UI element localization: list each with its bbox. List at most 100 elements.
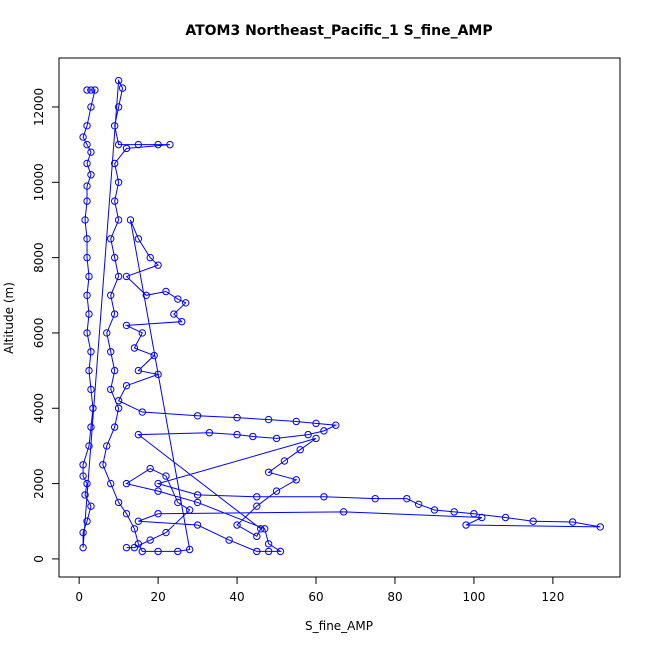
point <box>79 133 87 141</box>
point <box>146 464 154 473</box>
point <box>83 182 91 190</box>
x-tick-label: 0 <box>75 590 83 604</box>
point <box>264 415 273 424</box>
point <box>87 171 95 179</box>
point <box>83 253 91 262</box>
x-tick-label: 20 <box>150 590 165 604</box>
point <box>193 491 202 499</box>
point <box>272 434 281 443</box>
point <box>79 528 87 537</box>
point <box>296 445 304 454</box>
point <box>257 525 265 533</box>
point <box>312 419 320 428</box>
point <box>174 547 182 556</box>
point <box>81 216 89 224</box>
x-tick-label: 80 <box>387 590 402 604</box>
point <box>138 408 147 416</box>
point <box>292 476 300 484</box>
point <box>87 423 95 431</box>
point <box>83 197 91 205</box>
point <box>138 329 147 337</box>
point <box>142 291 150 299</box>
point <box>276 547 285 556</box>
point <box>114 76 123 85</box>
point <box>114 140 123 149</box>
point <box>107 479 115 488</box>
point <box>122 321 131 330</box>
point <box>103 442 111 450</box>
point <box>253 547 261 556</box>
point <box>185 506 194 514</box>
point <box>185 545 194 554</box>
point <box>134 540 143 548</box>
point <box>114 397 123 405</box>
point <box>225 536 233 544</box>
point <box>193 498 202 507</box>
point <box>280 457 289 465</box>
point <box>596 523 604 531</box>
y-tick-label: 6000 <box>32 318 46 349</box>
point <box>87 86 95 94</box>
point <box>122 543 131 552</box>
point <box>272 487 281 495</box>
point <box>79 543 87 552</box>
y-tick-label: 12000 <box>32 88 46 126</box>
point <box>166 140 174 149</box>
point <box>134 517 143 525</box>
point <box>114 103 123 111</box>
point <box>83 140 91 149</box>
point <box>83 479 91 488</box>
x-tick-label: 120 <box>541 590 564 604</box>
point <box>253 502 261 510</box>
point <box>110 122 119 130</box>
point <box>110 366 119 375</box>
point <box>103 329 111 337</box>
point <box>79 461 87 469</box>
point <box>114 272 123 281</box>
point <box>462 521 470 529</box>
point <box>83 329 91 337</box>
point <box>154 261 162 269</box>
point <box>81 491 89 499</box>
point <box>154 370 162 379</box>
point <box>126 216 135 224</box>
point <box>87 502 95 510</box>
point <box>83 517 91 525</box>
point <box>193 412 202 420</box>
chart-title: ATOM3 Northeast_Pacific_1 S_fine_AMP <box>185 23 492 39</box>
point <box>170 310 178 318</box>
point <box>193 521 202 529</box>
point <box>79 472 87 480</box>
point <box>87 103 95 111</box>
y-tick-label: 10000 <box>32 163 46 201</box>
point <box>253 493 261 501</box>
point <box>414 500 423 509</box>
point <box>122 479 131 488</box>
point <box>107 348 115 356</box>
point <box>154 140 162 149</box>
point <box>312 434 320 443</box>
point <box>114 178 123 186</box>
point <box>91 86 99 94</box>
point <box>154 547 162 556</box>
point <box>233 413 241 422</box>
point <box>83 86 91 94</box>
point <box>403 494 411 503</box>
point <box>320 427 328 435</box>
point <box>304 430 312 439</box>
x-tick-label: 100 <box>462 590 485 604</box>
point <box>83 235 91 243</box>
y-tick-label: 8000 <box>32 242 46 273</box>
point <box>430 506 439 514</box>
point <box>182 299 190 307</box>
point <box>114 498 123 507</box>
point <box>154 510 162 518</box>
point <box>470 510 478 518</box>
point <box>174 295 182 303</box>
point <box>162 528 170 537</box>
point <box>233 430 241 439</box>
point <box>134 235 143 243</box>
point <box>233 521 241 529</box>
point <box>122 272 131 281</box>
